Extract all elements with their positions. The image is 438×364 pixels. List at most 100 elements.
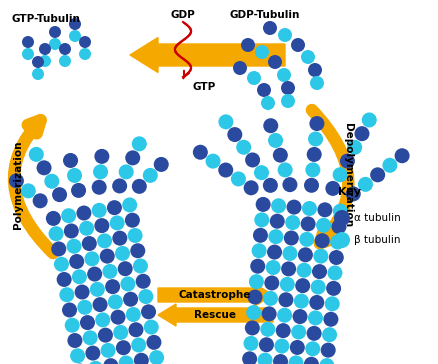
Circle shape	[248, 274, 263, 289]
Circle shape	[369, 167, 384, 182]
Circle shape	[240, 38, 254, 52]
Circle shape	[143, 320, 159, 335]
Circle shape	[292, 309, 307, 324]
Circle shape	[262, 291, 277, 306]
Circle shape	[227, 127, 242, 142]
Circle shape	[269, 214, 284, 229]
Circle shape	[290, 324, 305, 340]
Circle shape	[146, 335, 161, 350]
Circle shape	[277, 162, 292, 177]
Circle shape	[310, 280, 325, 294]
Circle shape	[276, 68, 290, 82]
Circle shape	[39, 43, 51, 55]
Circle shape	[29, 147, 44, 162]
Circle shape	[36, 160, 51, 175]
Circle shape	[32, 193, 48, 208]
Circle shape	[141, 304, 155, 319]
FancyArrowPatch shape	[311, 110, 347, 243]
Circle shape	[67, 333, 82, 348]
Circle shape	[325, 181, 339, 196]
Circle shape	[293, 294, 308, 309]
Circle shape	[205, 154, 220, 169]
Circle shape	[112, 178, 127, 193]
FancyArrowPatch shape	[14, 120, 53, 253]
Circle shape	[262, 178, 277, 193]
Circle shape	[67, 168, 82, 183]
Text: GDP-Tubulin: GDP-Tubulin	[230, 10, 300, 20]
Circle shape	[118, 165, 134, 179]
Circle shape	[134, 353, 148, 364]
Circle shape	[100, 343, 115, 358]
Circle shape	[94, 218, 109, 233]
Circle shape	[82, 331, 98, 345]
Circle shape	[309, 116, 324, 131]
Circle shape	[77, 300, 92, 315]
Circle shape	[247, 71, 261, 85]
Circle shape	[329, 234, 344, 250]
Circle shape	[87, 266, 102, 282]
Circle shape	[32, 68, 44, 80]
Circle shape	[333, 232, 349, 248]
Circle shape	[277, 28, 291, 42]
Circle shape	[54, 257, 69, 272]
Circle shape	[252, 228, 267, 243]
Circle shape	[59, 55, 71, 67]
Circle shape	[327, 265, 342, 280]
Circle shape	[296, 263, 311, 278]
Circle shape	[301, 201, 316, 216]
Circle shape	[133, 258, 148, 273]
Circle shape	[39, 55, 51, 67]
Circle shape	[266, 245, 281, 260]
Circle shape	[306, 147, 321, 162]
Circle shape	[192, 145, 207, 160]
Circle shape	[94, 149, 109, 164]
Circle shape	[97, 233, 112, 248]
Circle shape	[299, 232, 314, 247]
FancyArrow shape	[158, 284, 272, 306]
Circle shape	[257, 353, 272, 364]
Circle shape	[21, 183, 36, 198]
Circle shape	[110, 310, 125, 325]
Circle shape	[321, 327, 336, 342]
Circle shape	[63, 153, 78, 168]
Circle shape	[69, 18, 81, 30]
Circle shape	[345, 186, 360, 201]
Circle shape	[49, 226, 64, 241]
Circle shape	[120, 277, 135, 292]
Circle shape	[357, 177, 372, 192]
Circle shape	[44, 174, 59, 189]
Circle shape	[98, 328, 113, 343]
Circle shape	[99, 249, 114, 264]
Circle shape	[280, 81, 294, 95]
Circle shape	[294, 278, 310, 293]
Circle shape	[110, 215, 124, 230]
Circle shape	[79, 48, 91, 60]
Circle shape	[324, 296, 339, 311]
Circle shape	[353, 126, 369, 141]
Text: Depolymerization: Depolymerization	[342, 123, 352, 227]
Circle shape	[255, 197, 270, 212]
Circle shape	[254, 165, 268, 180]
Circle shape	[256, 83, 270, 97]
Circle shape	[85, 345, 100, 361]
Circle shape	[315, 218, 330, 233]
Circle shape	[394, 148, 409, 163]
Circle shape	[115, 246, 130, 261]
Circle shape	[314, 233, 329, 248]
Circle shape	[280, 94, 294, 108]
Circle shape	[300, 50, 314, 64]
Circle shape	[74, 285, 89, 300]
Circle shape	[331, 219, 346, 234]
Circle shape	[69, 30, 81, 42]
Circle shape	[254, 212, 268, 228]
Circle shape	[22, 48, 34, 60]
Circle shape	[138, 289, 153, 304]
Circle shape	[243, 336, 258, 351]
Circle shape	[72, 269, 87, 284]
Circle shape	[381, 158, 396, 173]
Circle shape	[323, 312, 338, 327]
Circle shape	[233, 61, 247, 75]
Circle shape	[282, 177, 297, 192]
Circle shape	[122, 197, 137, 213]
Circle shape	[361, 112, 376, 127]
